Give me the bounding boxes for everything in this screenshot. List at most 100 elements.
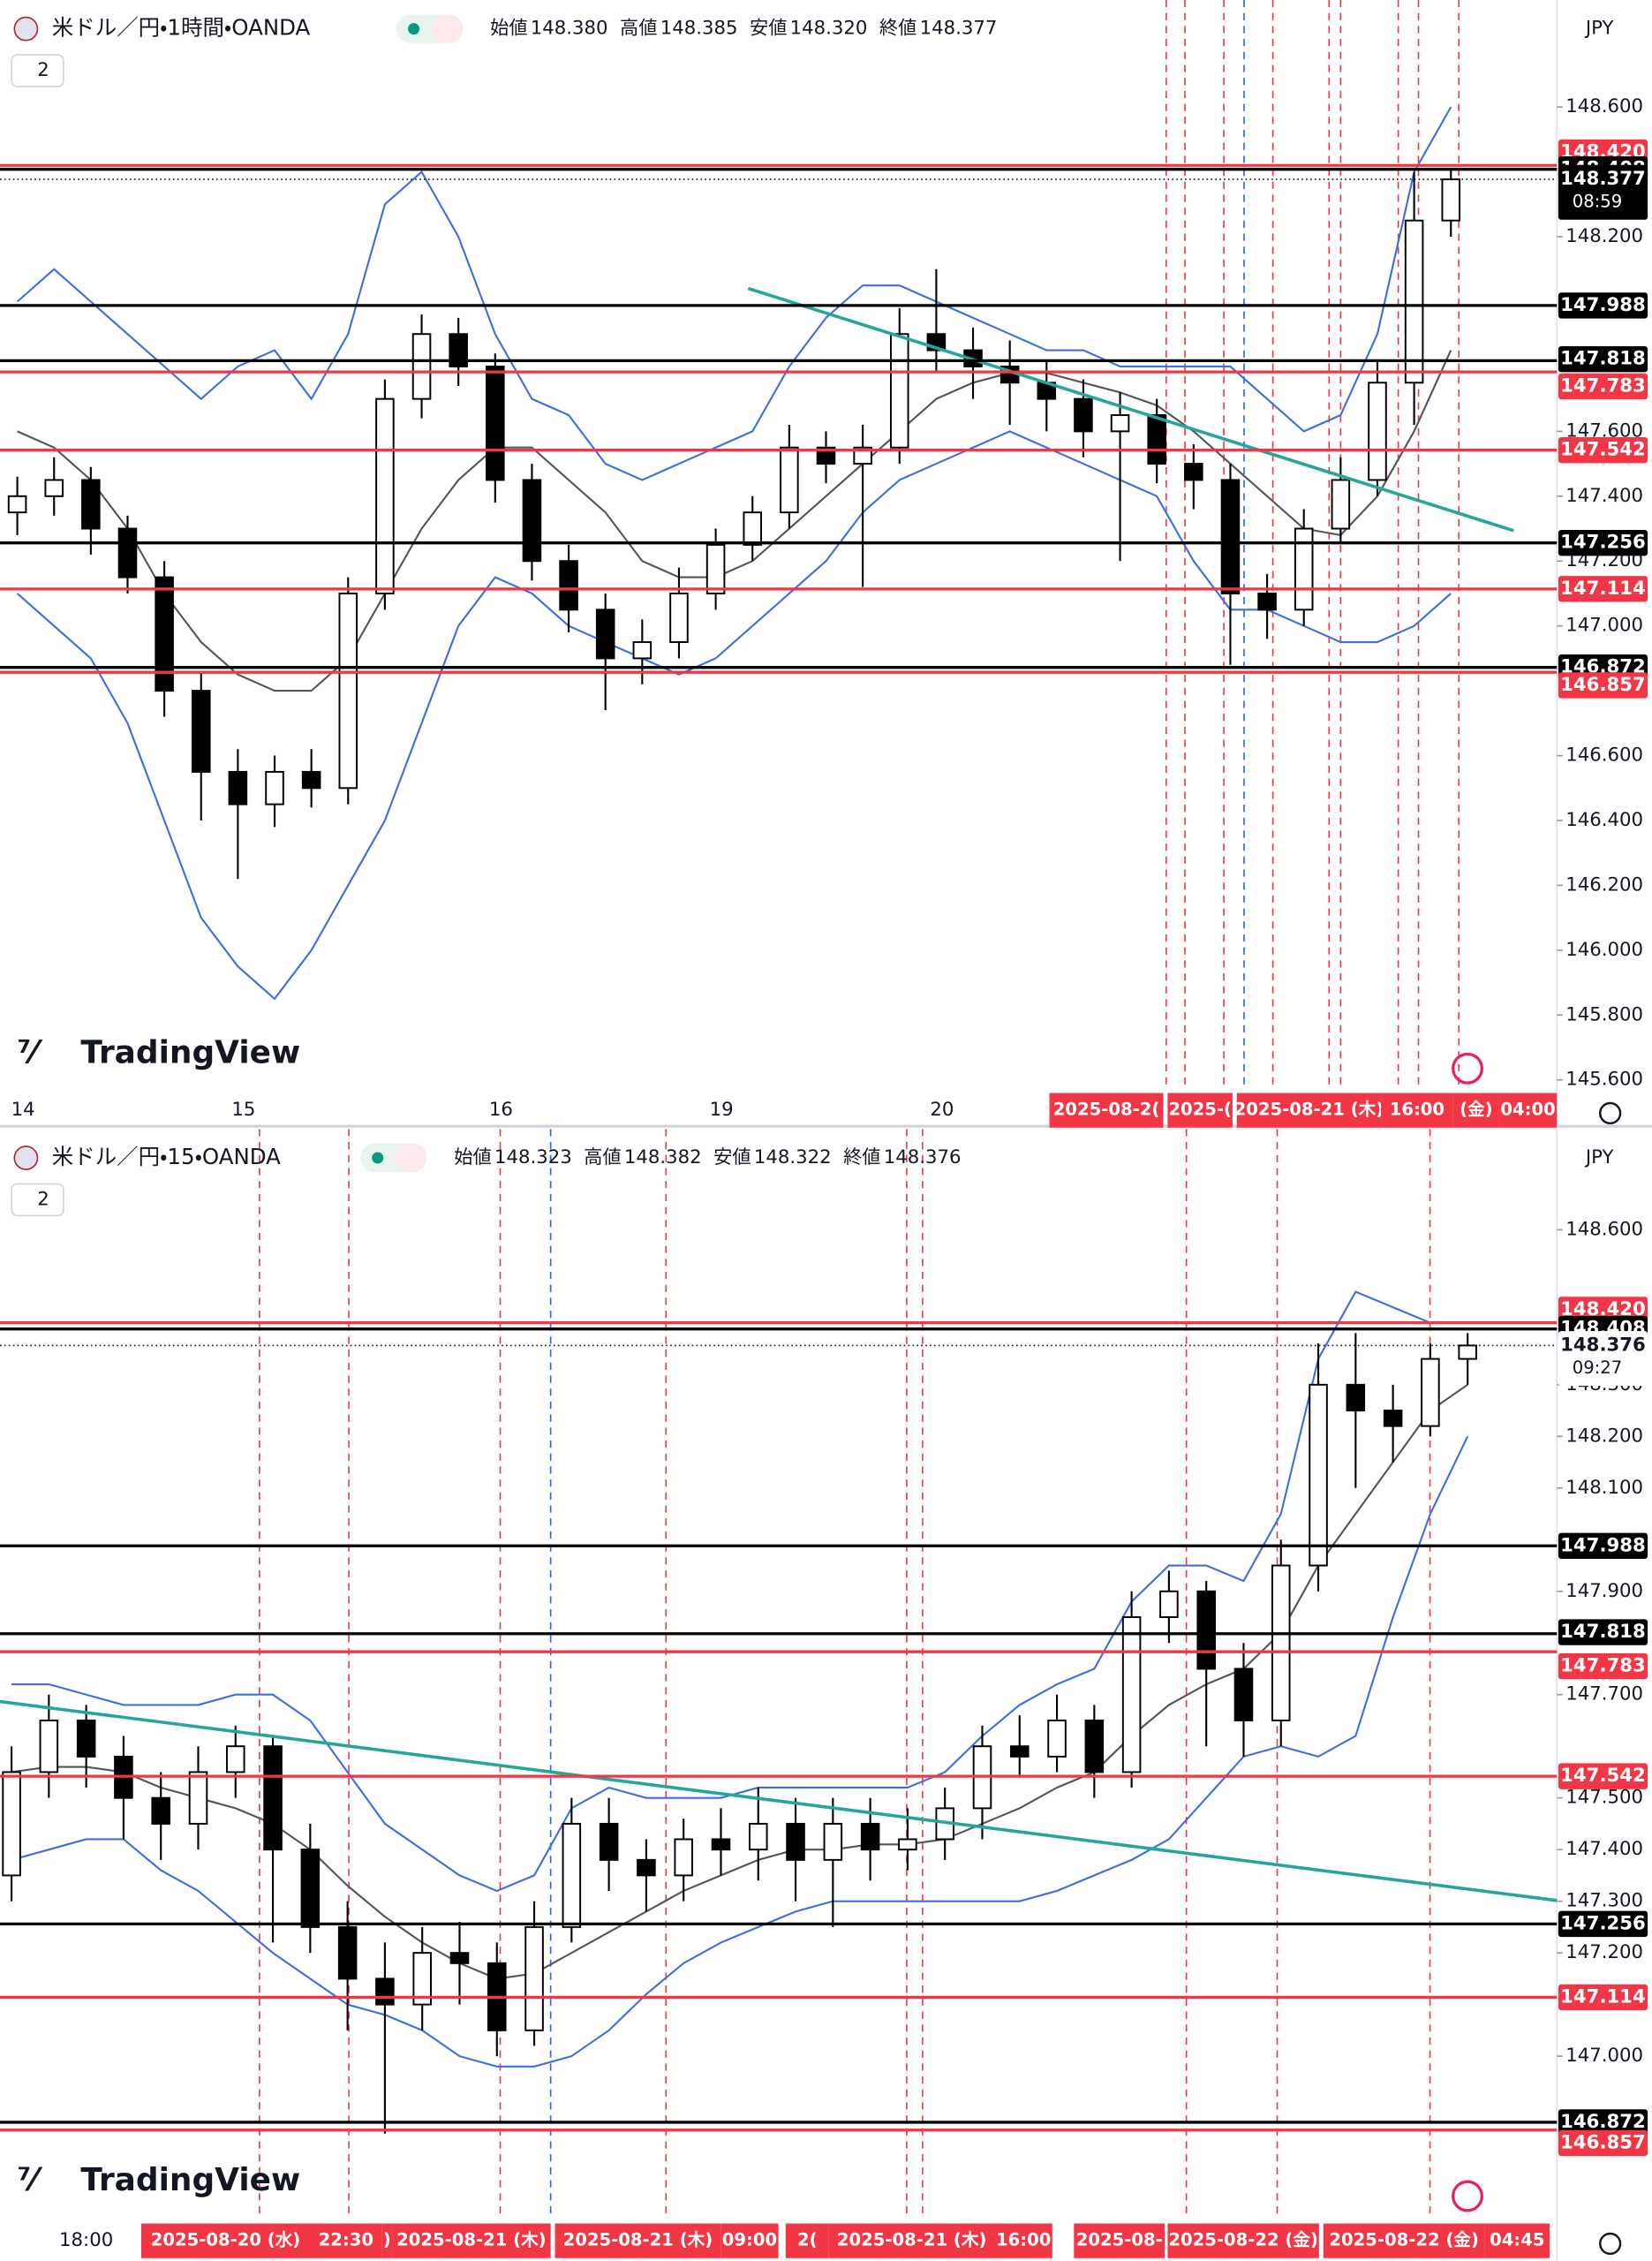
level-label: 147.542 xyxy=(1560,1765,1646,1787)
alert-icon[interactable] xyxy=(1452,2180,1483,2212)
candle-body xyxy=(411,333,432,400)
candle-body xyxy=(1196,1590,1216,1670)
ohlc-label: 高値 xyxy=(584,1146,621,1168)
candle xyxy=(1441,169,1461,238)
symbol-icon xyxy=(13,1146,39,1170)
time-marker-label: 16:00 xyxy=(1390,1100,1445,1120)
candle-body xyxy=(263,1745,283,1851)
ohlc-label: 終値 xyxy=(879,18,917,40)
candle xyxy=(1159,1570,1179,1644)
level-label-box xyxy=(1558,1910,1648,1938)
candle-body xyxy=(1458,1344,1477,1360)
level-label: 147.818 xyxy=(1560,1621,1646,1643)
candle-body xyxy=(338,592,358,790)
candle-body xyxy=(449,1952,470,1964)
candle-body xyxy=(599,1822,619,1861)
time-marker-label: 2025-08-21 (木) xyxy=(396,2230,547,2250)
candle xyxy=(599,1797,619,1891)
candle-body xyxy=(337,1925,358,1980)
candle xyxy=(1121,1591,1142,1788)
x-tick-label: 18:00 xyxy=(59,2229,113,2251)
time-marker-box xyxy=(1484,2223,1550,2258)
candle-body xyxy=(1220,479,1241,594)
candle-body xyxy=(155,576,174,692)
settings-icon[interactable] xyxy=(1599,2232,1622,2256)
candle-body xyxy=(1404,219,1424,384)
time-marker-label: 2025-08-21 (木) xyxy=(563,2230,713,2250)
time-marker-label: 2025-08-21 (木) xyxy=(1234,1100,1384,1120)
last-price-label: 148.377 xyxy=(1560,168,1646,190)
x-tick-label: 14 xyxy=(11,1099,35,1121)
candle-body xyxy=(265,770,284,805)
ohlc-label: 始値 xyxy=(454,1146,491,1168)
candle xyxy=(1184,444,1203,510)
candle xyxy=(1458,1333,1477,1385)
candle-body xyxy=(449,333,468,367)
candle xyxy=(1147,398,1166,484)
candle xyxy=(674,1819,693,1902)
candle xyxy=(338,577,358,805)
candle-body xyxy=(225,1745,245,1773)
level-label: 146.857 xyxy=(1560,674,1646,696)
time-marker-box xyxy=(1074,2223,1165,2258)
ohlc-value: 148.320 xyxy=(790,18,868,40)
ohlc-value: 148.377 xyxy=(920,18,998,40)
candle-body xyxy=(1047,1719,1067,1758)
level-label-box xyxy=(1558,672,1648,699)
candle-body xyxy=(632,641,653,660)
indicator-toggle[interactable] xyxy=(11,54,64,87)
ohlc-label: 安値 xyxy=(713,1146,751,1168)
candle xyxy=(743,495,763,562)
y-tick-label: 145.800 xyxy=(1565,1003,1643,1025)
indicator-toggle[interactable] xyxy=(11,1183,64,1217)
candle xyxy=(816,431,836,484)
time-marker-label: ) xyxy=(383,2230,391,2250)
candle xyxy=(1271,1539,1291,1747)
candle-body xyxy=(898,1838,917,1851)
ohlc-label: 安値 xyxy=(750,18,787,40)
candle xyxy=(300,1823,321,1954)
level-label: 147.256 xyxy=(1560,532,1646,554)
level-label-box xyxy=(1558,292,1648,319)
alert-icon[interactable] xyxy=(1452,1052,1483,1085)
level-label-box xyxy=(1558,345,1648,373)
settings-icon[interactable] xyxy=(1599,1101,1622,1125)
currency-button[interactable] xyxy=(1562,1138,1649,1178)
ohlc-label: 終値 xyxy=(843,1146,880,1168)
indicator-count: 2 xyxy=(37,1188,49,1210)
time-marker-box xyxy=(828,2223,995,2258)
trend-line xyxy=(747,286,1514,533)
candle-body xyxy=(39,1719,59,1773)
level-label: 147.988 xyxy=(1560,294,1646,316)
currency-button[interactable] xyxy=(1562,8,1649,49)
candle-body xyxy=(823,1822,843,1861)
indicator-line xyxy=(16,106,1452,481)
candle-body xyxy=(188,1771,208,1825)
ohlc-value: 148.323 xyxy=(494,1146,572,1168)
time-marker-label: 2025-( xyxy=(1168,1100,1232,1120)
candle-body xyxy=(412,1952,432,2006)
candle xyxy=(188,1746,208,1850)
y-tick-label: 148.200 xyxy=(1565,225,1643,247)
time-marker-box xyxy=(381,2223,393,2258)
candle-body xyxy=(595,609,615,660)
candle xyxy=(562,1797,582,1943)
candle-body xyxy=(1159,1590,1179,1618)
candle xyxy=(1084,1705,1105,1798)
candle xyxy=(1047,1694,1067,1773)
candle-body xyxy=(705,543,726,594)
candle xyxy=(151,1772,170,1860)
candle-body xyxy=(853,446,872,465)
candle-body xyxy=(1233,1667,1254,1721)
countdown: 08:59 xyxy=(1573,192,1622,212)
candle xyxy=(449,317,468,386)
ohlc-value: 148.382 xyxy=(624,1146,702,1168)
candle xyxy=(1220,464,1241,665)
time-marker-label: 16:00 xyxy=(996,2230,1051,2250)
candle xyxy=(1383,1384,1403,1463)
time-marker-box xyxy=(1167,1093,1233,1128)
time-marker-label: 04:45 xyxy=(1490,2230,1544,2250)
candle-body xyxy=(780,446,799,514)
candle xyxy=(155,561,174,717)
